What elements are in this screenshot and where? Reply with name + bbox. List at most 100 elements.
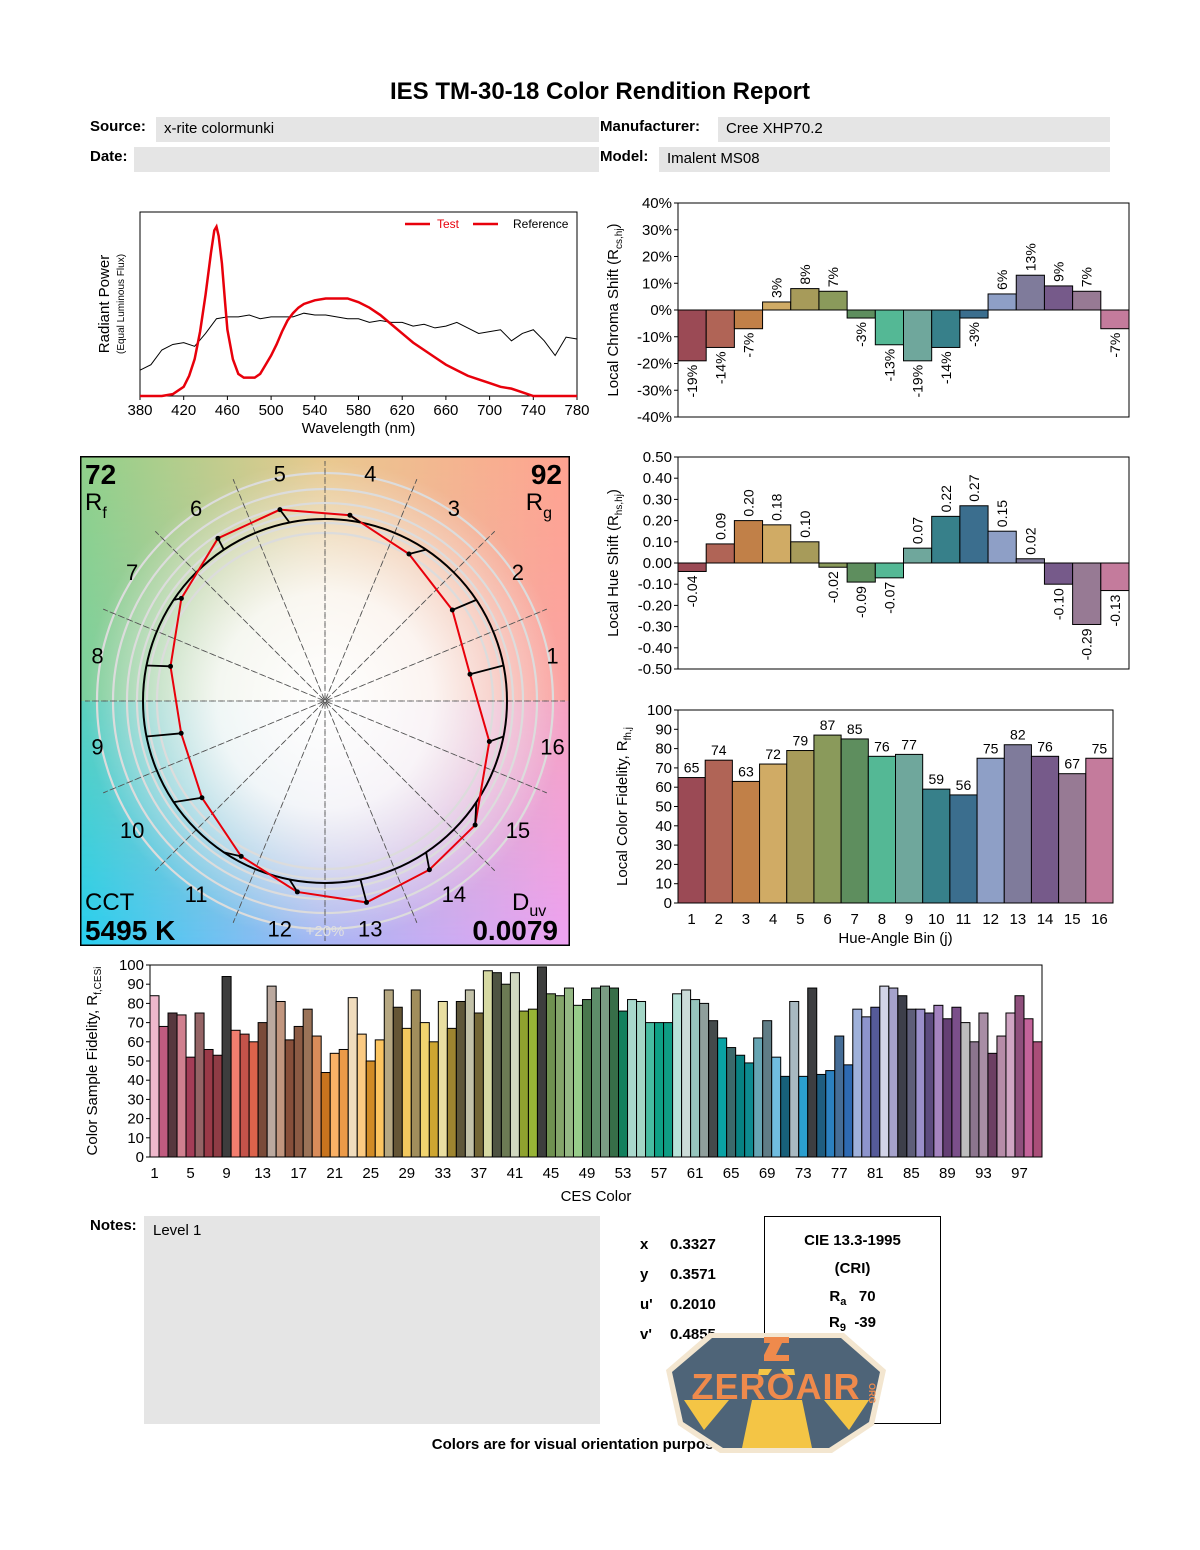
bar xyxy=(790,541,820,564)
bar-value-label: 0.07 xyxy=(910,517,926,544)
bar xyxy=(392,1006,403,1158)
x-tick-label: 16 xyxy=(1091,911,1108,928)
x-tick-label: 33 xyxy=(434,1165,451,1182)
bar xyxy=(383,989,394,1158)
bar-value-label: 76 xyxy=(1037,738,1053,754)
y-axis-label: Color Sample Fidelity, Rf,CESi xyxy=(84,967,104,1156)
y-axis-sublabel: (Equal Luminous Flux) xyxy=(116,254,127,354)
y-tick-label: 90 xyxy=(127,976,144,993)
y-tick-label: 60 xyxy=(127,1034,144,1051)
x-tick-label: 14 xyxy=(1037,911,1054,928)
y-tick-label: 10 xyxy=(655,876,672,893)
arrow-head-icon xyxy=(178,730,184,736)
bar xyxy=(753,1037,764,1158)
rf-value: 72 xyxy=(85,459,116,490)
bar xyxy=(1014,995,1025,1158)
arrow-head-icon xyxy=(347,512,353,518)
y-axis-label: Local Hue Shift (Rhs,hj) xyxy=(605,489,625,637)
bar xyxy=(329,1052,340,1158)
bar-value-label: -3% xyxy=(966,322,982,347)
x-tick-label: 700 xyxy=(477,402,502,419)
shift-arrow xyxy=(408,548,427,555)
footer-note: Colors are for visual orientation purpos… xyxy=(431,1436,769,1453)
coord-u-prime: u' 0.2010 xyxy=(640,1296,716,1313)
bar xyxy=(874,562,904,579)
shift-arrow xyxy=(474,802,478,826)
bar xyxy=(500,983,511,1158)
bar-value-label: 9% xyxy=(1051,262,1067,282)
bar xyxy=(903,309,933,362)
bar-value-label: 0.27 xyxy=(966,474,982,501)
x-tick-label: 5 xyxy=(796,911,804,928)
bar xyxy=(825,1070,836,1158)
cri-ra: Ra 70 xyxy=(829,1288,876,1308)
y-tick-label: 10 xyxy=(127,1130,144,1147)
x-tick-label: 3 xyxy=(742,911,750,928)
bar xyxy=(840,738,869,904)
bar xyxy=(789,1000,800,1158)
bar xyxy=(167,1012,178,1158)
bar xyxy=(976,757,1005,904)
bar xyxy=(554,995,565,1158)
y-tick-label: -30% xyxy=(637,382,672,399)
bar-value-label: 13% xyxy=(1022,243,1038,271)
bar xyxy=(978,1012,989,1158)
bar xyxy=(284,1039,295,1158)
hue-bin-label: 4 xyxy=(364,461,376,486)
bar xyxy=(302,1008,313,1158)
hue-bin-label: 7 xyxy=(126,560,138,585)
x-tick-label: 780 xyxy=(564,402,589,419)
bar-value-label: 82 xyxy=(1010,727,1026,743)
shift-arrow xyxy=(173,796,203,804)
bar-value-label: 0.20 xyxy=(740,489,756,516)
x-tick-label: 580 xyxy=(346,402,371,419)
arrow-head-icon xyxy=(238,853,244,859)
cri-title: CIE 13.3-1995 xyxy=(804,1232,901,1249)
local-color-fidelity-chart: 1009080706050403020100651742633724795876… xyxy=(614,702,1114,947)
shift-arrow xyxy=(359,879,368,903)
bar xyxy=(185,1056,196,1158)
hue-bin-label: 15 xyxy=(506,818,530,843)
x-tick-label: 61 xyxy=(687,1165,704,1182)
bar xyxy=(491,972,502,1158)
y-tick-label: 50 xyxy=(655,799,672,816)
bar-value-label: -19% xyxy=(910,365,926,398)
bar-value-label: 0.10 xyxy=(797,510,813,537)
bar xyxy=(311,1035,322,1158)
series-test-line xyxy=(140,223,577,398)
y-tick-label: 0.40 xyxy=(643,470,672,487)
spectral-power-chart: 380 420 460 500 540 580 620 660 700 740 780 Wavelen… xyxy=(96,211,590,437)
bar-value-label: 6% xyxy=(994,270,1010,290)
bar xyxy=(895,753,924,904)
hue-bin-label: 3 xyxy=(448,496,460,521)
manufacturer-label: Manufacturer: xyxy=(600,118,701,135)
bar xyxy=(149,995,160,1158)
x-tick-label: 9 xyxy=(905,911,913,928)
x-tick-label: 53 xyxy=(615,1165,632,1182)
y-tick-label: 0.20 xyxy=(643,513,672,530)
manufacturer-field: Cree XHP70.2 xyxy=(718,117,1110,142)
bar-value-label: 77 xyxy=(901,736,917,752)
rg-label: Rg xyxy=(526,489,552,522)
x-tick-label: 380 xyxy=(127,402,152,419)
x-tick-label: 7 xyxy=(851,911,859,928)
bar xyxy=(762,301,792,311)
bar-value-label: 75 xyxy=(983,740,999,756)
reference-circle xyxy=(142,518,508,884)
bar xyxy=(874,309,904,346)
series-reference-line xyxy=(139,312,578,371)
bar xyxy=(733,520,764,564)
hue-bin-divider xyxy=(103,608,547,794)
y-tick-label: 30 xyxy=(127,1091,144,1108)
x-tick-label: 77 xyxy=(831,1165,848,1182)
y-tick-label: 0.50 xyxy=(643,449,672,466)
bar xyxy=(771,1056,782,1158)
notes-label: Notes: xyxy=(90,1217,137,1234)
bar xyxy=(347,997,358,1158)
zeroair-logo: ZEROAIR ORG xyxy=(666,1333,886,1453)
date-field xyxy=(134,147,599,172)
bar xyxy=(786,750,815,904)
y-tick-label: 50 xyxy=(127,1053,144,1070)
arrow-head-icon xyxy=(168,663,174,669)
bar xyxy=(861,1016,872,1158)
